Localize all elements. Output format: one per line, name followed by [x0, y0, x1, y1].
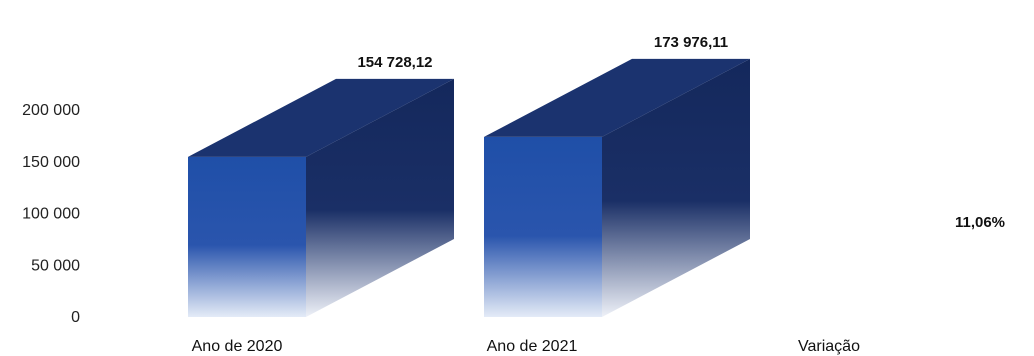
y-tick-label: 0: [71, 309, 80, 326]
category-label: Variação: [798, 338, 860, 355]
data-label: 173 976,11: [654, 34, 728, 51]
y-tick-label: 200 000: [22, 102, 80, 119]
bar-front-face: [484, 137, 602, 317]
bar: [782, 239, 930, 317]
bar: [188, 79, 454, 317]
bar-front-face: [188, 157, 306, 317]
data-label: 11,06%: [955, 214, 1005, 231]
bar-side-face: [782, 239, 930, 317]
data-label: 154 728,12: [357, 54, 432, 71]
y-tick-label: 100 000: [22, 206, 80, 223]
y-axis: 0 50 000 100 000 150 000 200 000: [22, 102, 80, 326]
y-tick-label: 50 000: [31, 257, 80, 274]
bar: [484, 59, 750, 317]
category-labels: Ano de 2020 Ano de 2021 Variação: [192, 338, 860, 355]
bar-top-face: [782, 239, 930, 317]
category-label: Ano de 2021: [487, 338, 578, 355]
category-label: Ano de 2020: [192, 338, 283, 355]
y-tick-label: 150 000: [22, 154, 80, 171]
bars: [188, 59, 930, 317]
